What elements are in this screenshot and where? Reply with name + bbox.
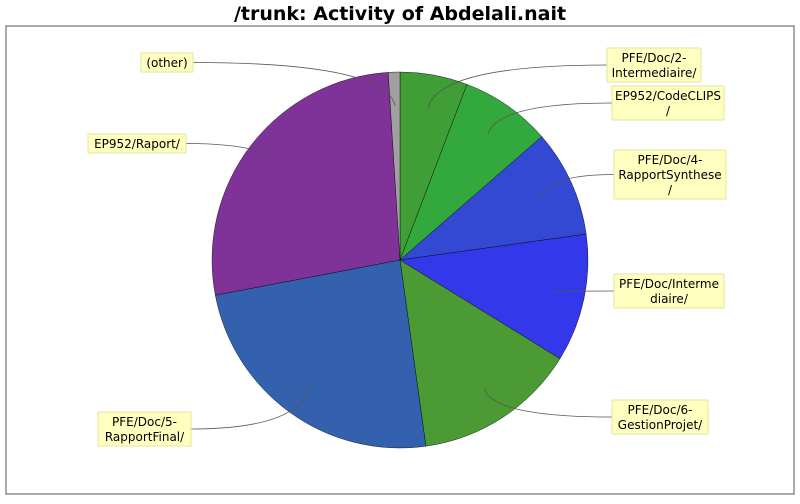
slice-label-box — [87, 133, 187, 154]
plot-frame — [5, 25, 795, 495]
slice-label-line: RapportSynthese — [618, 168, 721, 182]
pie-slices — [211, 71, 589, 449]
leader-line — [185, 143, 279, 166]
slice-label-line: PFE/Doc/4- — [638, 153, 703, 167]
chart-title: /trunk: Activity of Abdelali.nait — [234, 3, 566, 25]
leader-line — [550, 290, 615, 293]
slice-label: PFE/Doc/4-RapportSynthese / — [618, 153, 721, 197]
slice-label: PFE/Doc/2-Intermediaire/ — [612, 51, 698, 80]
slice-label-line: PFE/Doc/5- — [112, 415, 177, 429]
slice-label-box — [611, 85, 725, 121]
pie-slice — [399, 84, 543, 261]
leader-line — [539, 174, 615, 197]
leader-line — [192, 62, 396, 106]
slice-label-box — [611, 399, 709, 435]
slice-label-box — [140, 52, 194, 73]
leader-line — [483, 388, 613, 418]
pie-slice — [387, 71, 401, 261]
slice-label-line: / — [666, 104, 671, 118]
slice-label: EP952/CodeCLIPS / — [615, 89, 721, 118]
slice-label-line: GestionProjet/ — [618, 418, 703, 432]
slice-label: EP952/Raport/ — [94, 137, 181, 151]
slice-label: PFE/Doc/5-RapportFinal/ — [105, 415, 185, 444]
slice-label-line: / — [668, 183, 673, 197]
slice-label-line: diaire/ — [650, 292, 689, 306]
slice-labels: PFE/Doc/2-Intermediaire/EP952/CodeCLIPS /… — [87, 47, 727, 447]
slice-label: PFE/Doc/6-GestionProjet/ — [618, 403, 703, 432]
slice-label: (other) — [146, 56, 187, 70]
leader-line — [487, 102, 613, 134]
label-leaders — [185, 62, 615, 430]
pie-slice — [215, 259, 427, 449]
pie-slice — [399, 136, 587, 261]
slice-label-line: RapportFinal/ — [105, 430, 185, 444]
slice-label-line: EP952/Raport/ — [94, 137, 181, 151]
slice-label-box — [613, 149, 727, 200]
slice-label-line: (other) — [146, 56, 187, 70]
leader-line — [427, 64, 608, 109]
slice-label-line: PFE/Doc/6- — [628, 403, 693, 417]
slice-label-line: EP952/CodeCLIPS — [615, 89, 721, 103]
pie-slice — [399, 233, 589, 360]
slice-label-line: Intermediaire/ — [612, 66, 698, 80]
slice-label-line: PFE/Doc/2- — [622, 51, 687, 65]
slice-label: PFE/Doc/Interme diaire/ — [619, 277, 719, 306]
pie-slice — [399, 259, 561, 447]
pie-slice — [211, 72, 401, 296]
slice-label-box — [97, 411, 192, 447]
slice-label-line: PFE/Doc/Interme — [619, 277, 719, 291]
leader-line — [190, 385, 311, 430]
slice-label-box — [606, 47, 702, 83]
slice-label-box — [613, 273, 725, 309]
